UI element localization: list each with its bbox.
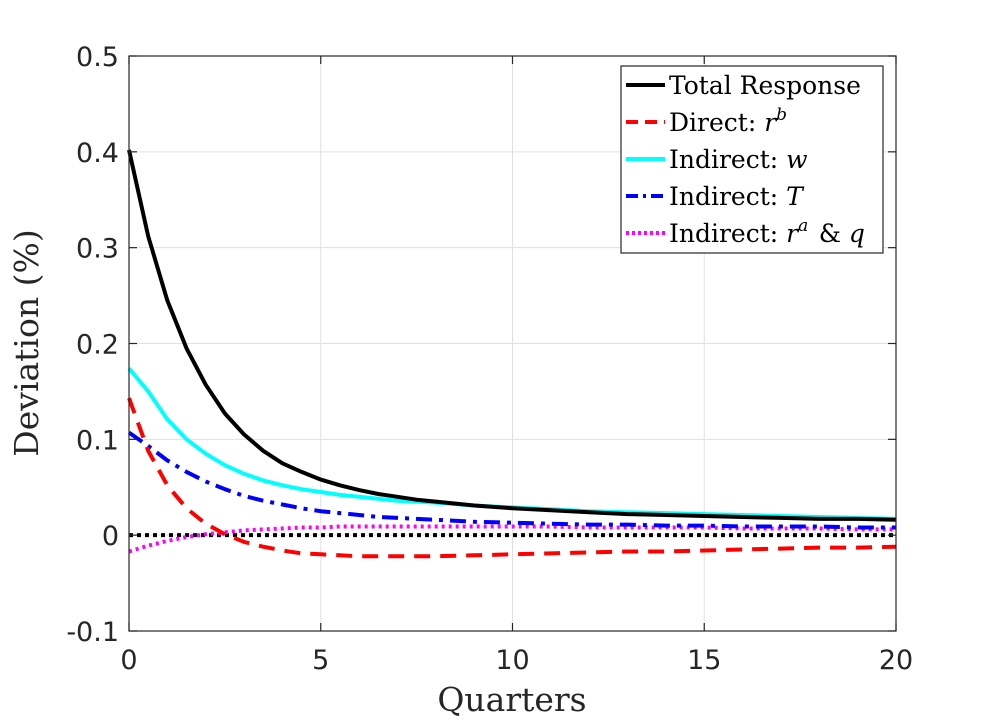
legend-label-1: Direct: rb xyxy=(669,105,790,137)
plot-area xyxy=(127,149,897,559)
x-tick-label: 10 xyxy=(495,645,529,676)
y-tick-label: 0.2 xyxy=(76,330,119,361)
legend-label-4: Indirect: ra & q xyxy=(669,216,865,248)
x-axis-label: Quarters xyxy=(437,680,586,719)
legend-label-2: Indirect: w xyxy=(669,145,808,174)
series-line-0 xyxy=(127,149,897,522)
y-tick-label: 0.4 xyxy=(76,138,119,169)
y-tick-label: 0.1 xyxy=(76,425,119,456)
x-tick-label: 5 xyxy=(312,645,329,676)
x-tick-label: 0 xyxy=(120,645,137,676)
y-tick-label: -0.1 xyxy=(66,617,119,648)
legend: Total Response Direct: rb Indirect: w Indi… xyxy=(620,65,884,254)
x-tick-label: 20 xyxy=(879,645,913,676)
y-axis-label: Deviation (%) xyxy=(7,229,46,456)
y-tick-label: 0.5 xyxy=(76,42,119,73)
y-tick-label: 0 xyxy=(102,521,119,552)
legend-label-3: Indirect: T xyxy=(669,182,805,211)
legend-label-0: Total Response xyxy=(669,71,861,100)
x-tick-label: 15 xyxy=(687,645,721,676)
ticks: 0 5 10 15 20-0.100.10.20.30.40.5 xyxy=(66,42,913,676)
series-line-3 xyxy=(127,430,896,530)
series-line-1 xyxy=(127,397,897,559)
y-tick-label: 0.3 xyxy=(76,234,119,265)
